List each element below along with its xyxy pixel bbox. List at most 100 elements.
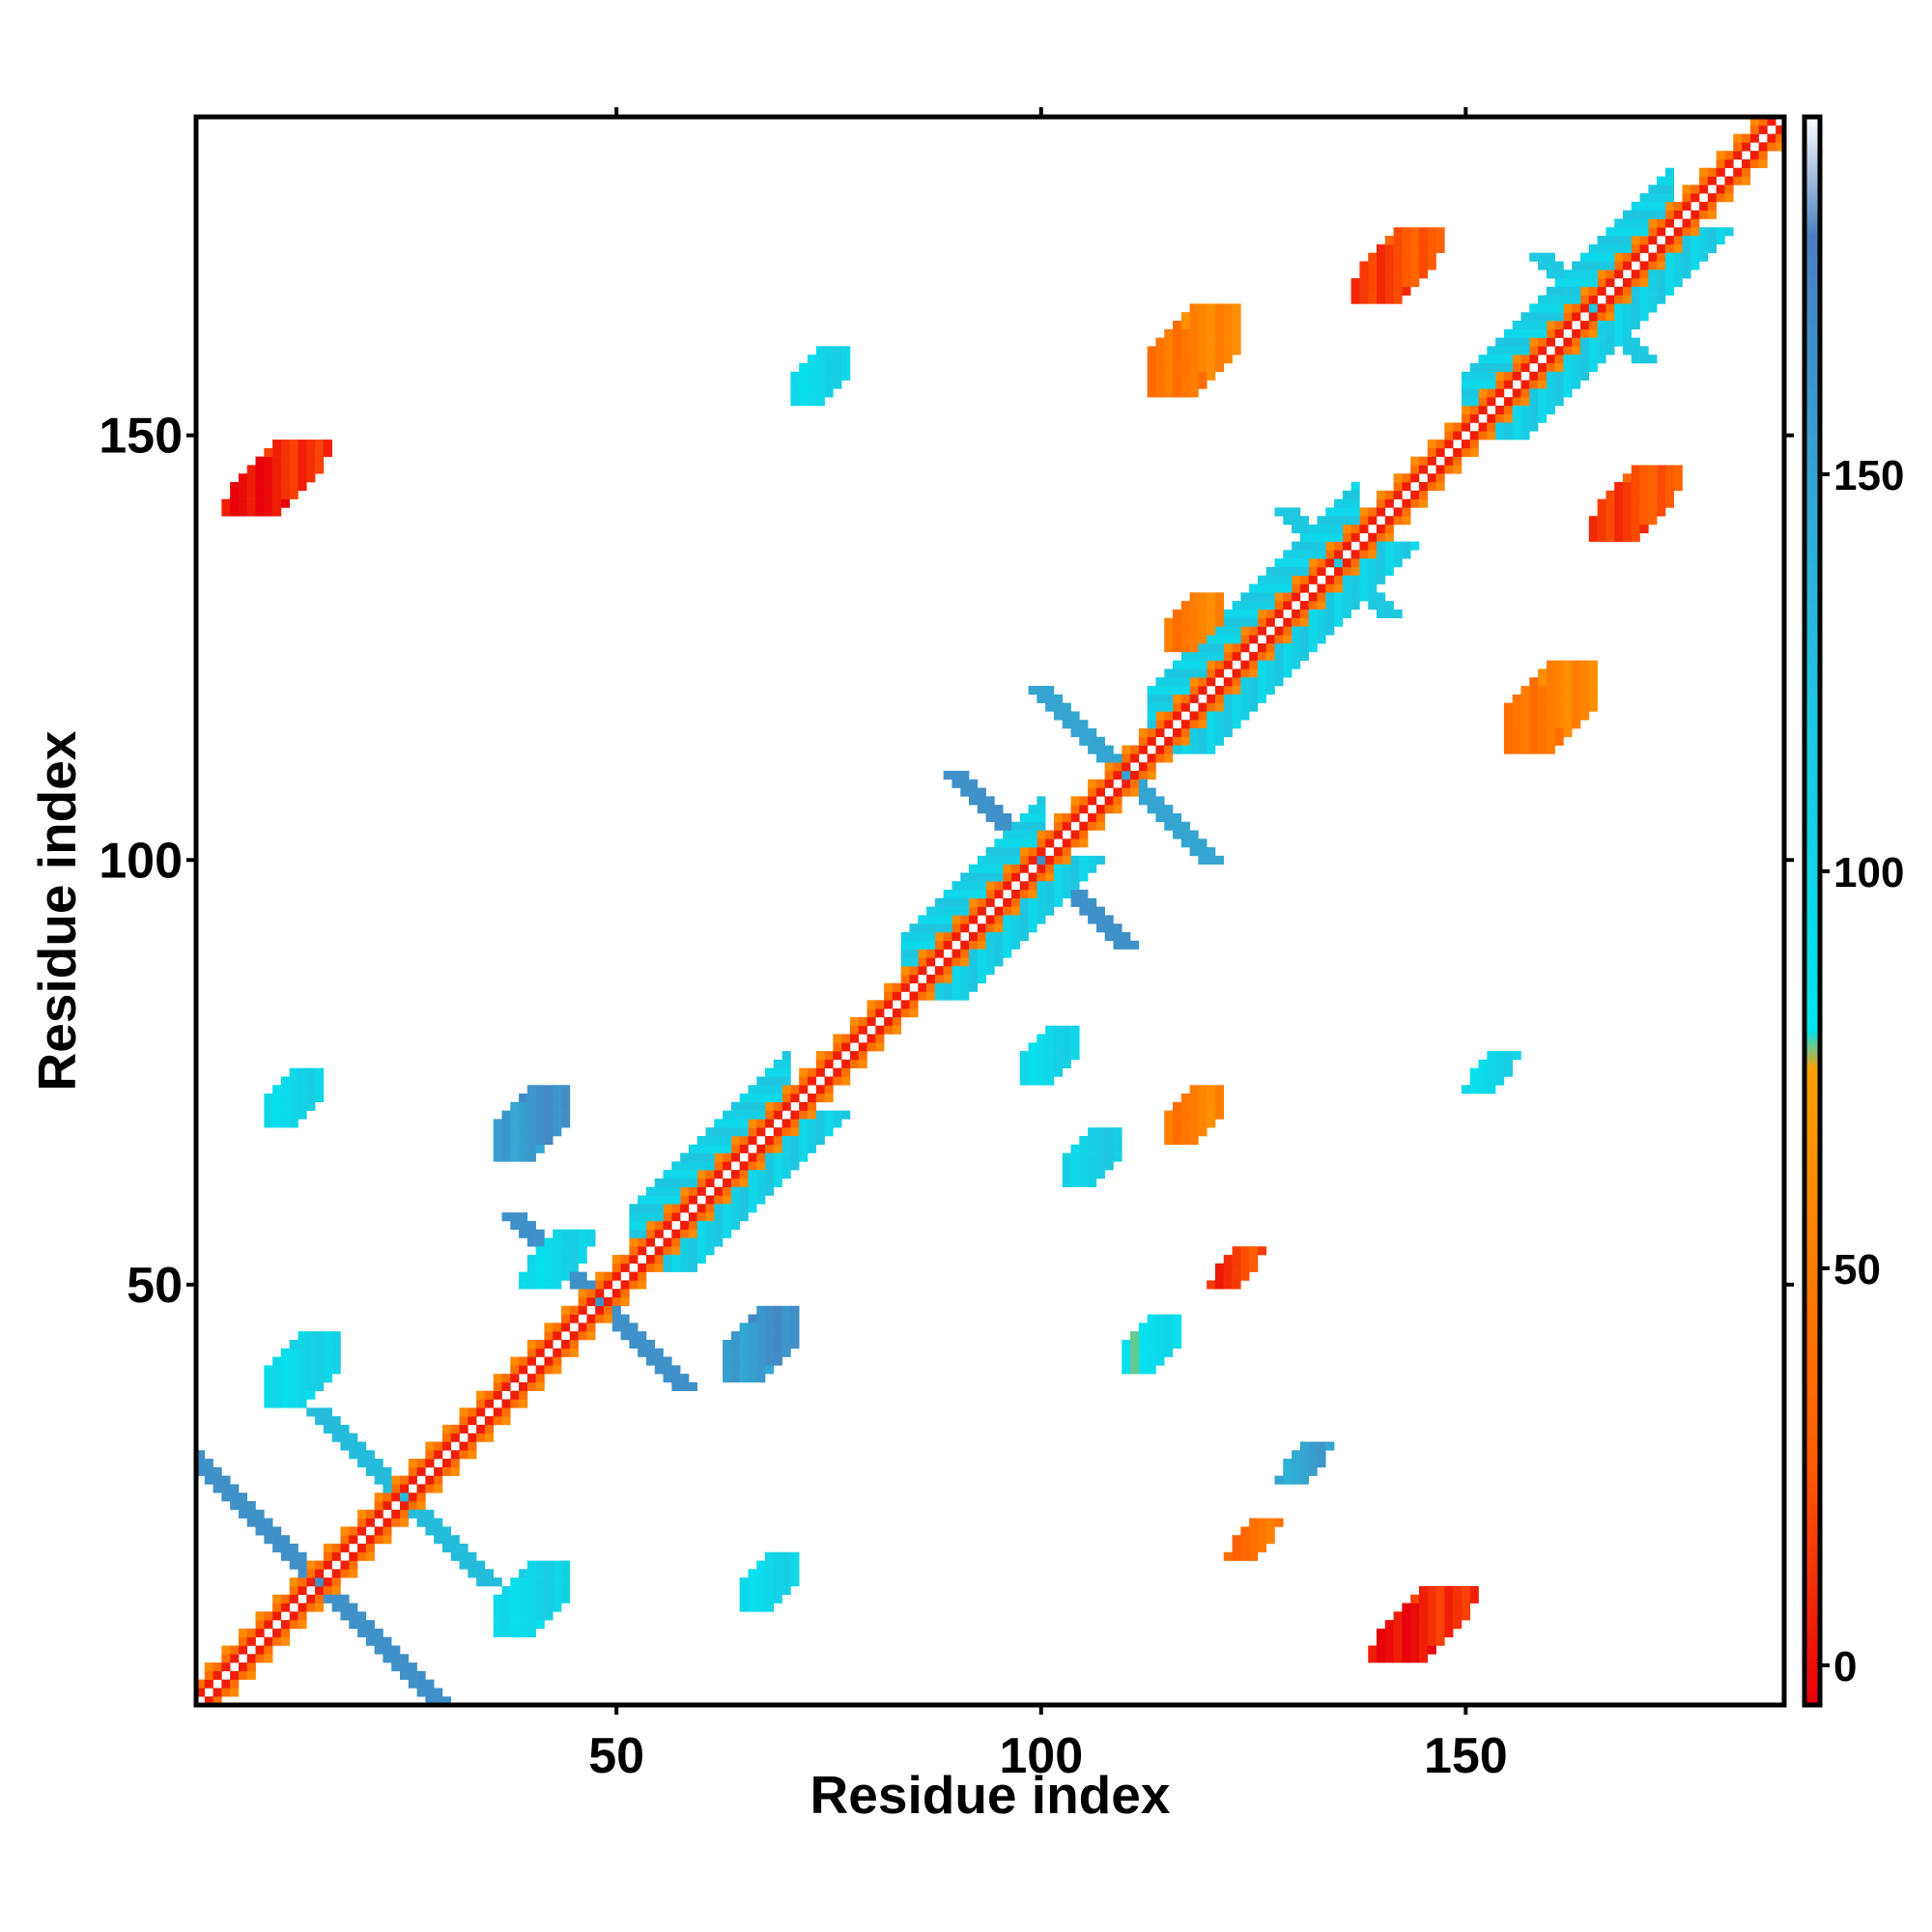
heatmap-cell bbox=[1461, 422, 1471, 432]
heatmap-cell bbox=[340, 1569, 350, 1578]
heatmap-cell bbox=[1716, 193, 1725, 203]
heatmap-cell bbox=[1572, 380, 1581, 389]
heatmap-cell bbox=[425, 1509, 435, 1519]
heatmap-cell bbox=[1147, 753, 1156, 763]
heatmap-cell bbox=[510, 1374, 520, 1383]
heatmap-cell bbox=[561, 1348, 571, 1357]
heatmap-cell bbox=[1003, 897, 1012, 907]
heatmap-cell bbox=[739, 1144, 749, 1153]
heatmap-cell bbox=[1249, 1526, 1259, 1536]
heatmap-cell bbox=[1520, 328, 1530, 338]
heatmap-cell bbox=[1207, 362, 1216, 373]
heatmap-cell bbox=[1648, 210, 1658, 219]
heatmap-cell bbox=[238, 1509, 248, 1519]
heatmap-cell bbox=[773, 1067, 782, 1077]
heatmap-cell bbox=[654, 1212, 664, 1222]
heatmap-cell bbox=[1572, 328, 1581, 338]
heatmap-cell bbox=[1138, 1331, 1148, 1341]
heatmap-cell bbox=[1045, 1034, 1055, 1043]
heatmap-cell bbox=[756, 1585, 766, 1596]
heatmap-cell bbox=[799, 362, 809, 373]
heatmap-cell bbox=[739, 1178, 749, 1188]
heatmap-cell bbox=[1664, 286, 1675, 296]
heatmap-cell bbox=[1214, 320, 1225, 330]
heatmap-cell bbox=[723, 1212, 732, 1222]
heatmap-cell bbox=[519, 1271, 528, 1281]
heatmap-cell bbox=[246, 473, 256, 483]
heatmap-cell bbox=[264, 465, 273, 474]
heatmap-cell bbox=[1207, 651, 1216, 661]
heatmap-cell bbox=[1580, 328, 1590, 338]
heatmap-cell bbox=[1377, 270, 1386, 279]
heatmap-cell bbox=[323, 1551, 332, 1561]
heatmap-cell bbox=[781, 1305, 791, 1315]
heatmap-cell bbox=[1648, 278, 1658, 288]
heatmap-cell bbox=[969, 974, 979, 984]
heatmap-cell bbox=[306, 1085, 316, 1094]
heatmap-cell bbox=[1070, 1144, 1080, 1153]
heatmap-cell bbox=[1037, 872, 1046, 882]
heatmap-cell bbox=[1095, 1127, 1105, 1137]
heatmap-cell bbox=[501, 1127, 511, 1137]
heatmap-cell bbox=[561, 1314, 571, 1323]
heatmap-cell bbox=[748, 1356, 757, 1366]
heatmap-cell bbox=[544, 1322, 554, 1332]
heatmap-cell bbox=[221, 1654, 231, 1663]
heatmap-cell bbox=[1223, 694, 1233, 703]
heatmap-cell bbox=[1690, 218, 1700, 228]
heatmap-cell bbox=[1189, 727, 1199, 738]
heatmap-cell bbox=[884, 1025, 894, 1035]
heatmap-cell bbox=[1104, 915, 1114, 924]
heatmap-cell bbox=[246, 1628, 256, 1637]
heatmap-cell bbox=[1588, 312, 1598, 322]
heatmap-cell bbox=[1359, 261, 1369, 270]
heatmap-cell bbox=[645, 1356, 656, 1366]
heatmap-cell bbox=[969, 906, 979, 916]
heatmap-cell bbox=[1614, 243, 1624, 253]
heatmap-cell bbox=[1384, 270, 1394, 279]
heatmap-cell bbox=[1037, 821, 1046, 831]
heatmap-cell bbox=[654, 1365, 664, 1375]
heatmap-cell bbox=[561, 1594, 571, 1604]
heatmap-cell bbox=[1045, 694, 1055, 703]
heatmap-cell bbox=[1045, 1025, 1055, 1035]
heatmap-cell bbox=[645, 1229, 656, 1238]
heatmap-cell bbox=[416, 1484, 426, 1493]
heatmap-cell bbox=[926, 906, 936, 916]
heatmap-cell bbox=[1070, 830, 1080, 839]
heatmap-cell bbox=[739, 1348, 749, 1357]
heatmap-cell bbox=[833, 1119, 842, 1128]
heatmap-cell bbox=[799, 1144, 809, 1153]
heatmap-cell bbox=[1563, 320, 1573, 330]
heatmap-cell bbox=[1384, 252, 1394, 262]
heatmap-cell bbox=[501, 1399, 511, 1408]
heatmap-cell bbox=[1189, 328, 1199, 338]
heatmap-cell bbox=[1299, 651, 1309, 661]
heatmap-cell bbox=[654, 1246, 664, 1256]
heatmap-cell bbox=[1546, 362, 1555, 373]
heatmap-cell bbox=[535, 1339, 545, 1350]
heatmap-cell bbox=[578, 1255, 587, 1264]
heatmap-cell bbox=[680, 1204, 690, 1213]
heatmap-cell bbox=[1622, 278, 1633, 288]
heatmap-cell bbox=[1605, 303, 1615, 313]
heatmap-cell bbox=[723, 1220, 732, 1230]
heatmap-cell bbox=[1207, 346, 1216, 355]
heatmap-cell bbox=[289, 1390, 298, 1400]
heatmap-cell bbox=[1410, 1636, 1420, 1646]
heatmap-cell bbox=[638, 1195, 647, 1205]
heatmap-cell bbox=[638, 1331, 647, 1341]
heatmap-cell bbox=[1334, 583, 1344, 593]
heatmap-cell bbox=[1699, 243, 1709, 253]
heatmap-cell bbox=[391, 1492, 401, 1502]
heatmap-cell bbox=[221, 1484, 231, 1493]
heatmap-cell bbox=[493, 1374, 502, 1383]
heatmap-cell bbox=[994, 881, 1004, 891]
heatmap-cell bbox=[985, 915, 995, 924]
heatmap-cell bbox=[1520, 413, 1530, 423]
heatmap-cell bbox=[264, 456, 273, 466]
heatmap-cell bbox=[799, 1135, 809, 1146]
heatmap-cell bbox=[1173, 660, 1182, 669]
heatmap-cell bbox=[926, 940, 936, 950]
heatmap-cell bbox=[756, 1178, 766, 1188]
